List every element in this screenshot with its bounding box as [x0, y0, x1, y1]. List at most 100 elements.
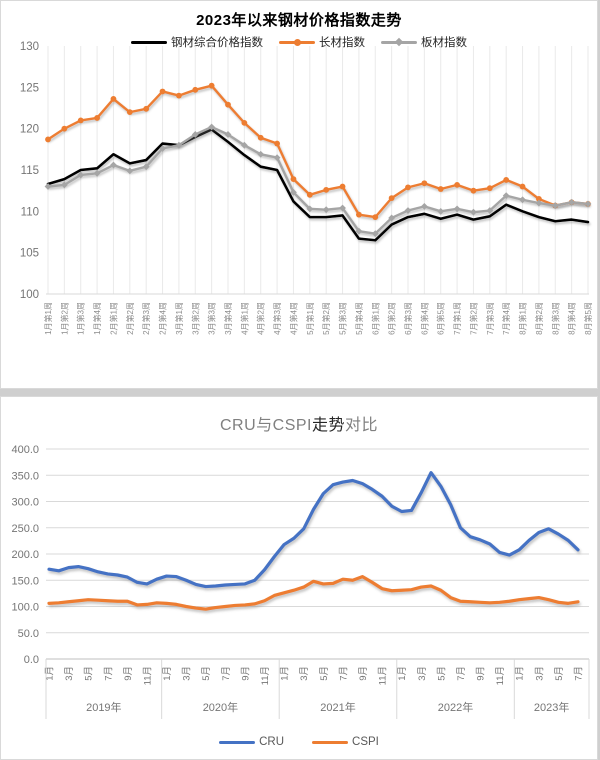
svg-text:5月第2周: 5月第2周 — [321, 302, 331, 335]
legend-item-cspi: CSPI — [312, 736, 379, 748]
svg-text:3月: 3月 — [182, 666, 193, 681]
svg-text:2月第3周: 2月第3周 — [141, 302, 151, 335]
svg-text:8月第1周: 8月第1周 — [518, 302, 528, 335]
svg-text:5月第4周: 5月第4周 — [354, 302, 364, 335]
svg-text:7月: 7月 — [574, 666, 585, 681]
svg-text:5月第1周: 5月第1周 — [305, 302, 315, 335]
svg-text:5月: 5月 — [319, 666, 330, 681]
svg-text:3月: 3月 — [417, 666, 428, 681]
svg-text:9月: 9月 — [240, 666, 251, 681]
legend-item-composite-index: 钢材综合价格指数 — [131, 34, 263, 50]
svg-text:100.0: 100.0 — [11, 602, 39, 614]
svg-text:6月第4周: 6月第4周 — [419, 302, 429, 335]
svg-text:7月第3周: 7月第3周 — [485, 302, 495, 335]
svg-text:2020年: 2020年 — [203, 700, 238, 714]
gray-line-swatch-icon — [381, 37, 417, 47]
bottom-chart-legend: CRU CSPI — [1, 736, 597, 748]
svg-text:3月: 3月 — [64, 666, 75, 681]
svg-text:9月: 9月 — [358, 666, 369, 681]
svg-text:50.0: 50.0 — [18, 628, 39, 640]
title-part: 走势 — [311, 417, 345, 434]
svg-text:8月第5周: 8月第5周 — [583, 302, 593, 335]
cru-cspi-chart: 0.0 50.0 100.0 150.0 200.0 250.0 300.0 350.0 400… — [11, 444, 590, 719]
svg-text:7月第2周: 7月第2周 — [468, 302, 478, 335]
svg-text:9月: 9月 — [476, 666, 487, 681]
svg-text:115: 115 — [21, 165, 39, 177]
legend-label: CSPI — [352, 736, 379, 748]
svg-text:7月第4周: 7月第4周 — [501, 302, 511, 335]
svg-text:3月: 3月 — [534, 666, 545, 681]
legend-label: 钢材综合价格指数 — [171, 37, 263, 49]
svg-text:8月第4周: 8月第4周 — [567, 302, 577, 335]
svg-text:7月: 7月 — [103, 666, 114, 681]
svg-text:7月: 7月 — [456, 666, 467, 681]
svg-text:3月第2周: 3月第2周 — [190, 302, 200, 335]
svg-text:6月第1周: 6月第1周 — [370, 302, 380, 335]
svg-text:1月第4周: 1月第4周 — [92, 302, 102, 335]
title-part: 对比 — [345, 417, 379, 434]
svg-text:120: 120 — [20, 124, 39, 136]
svg-text:105: 105 — [20, 248, 39, 260]
svg-text:2023年: 2023年 — [534, 700, 569, 714]
circle-marker-icon — [293, 38, 301, 46]
svg-text:300.0: 300.0 — [11, 497, 39, 509]
svg-text:5月第3周: 5月第3周 — [338, 302, 348, 335]
svg-text:3月第3周: 3月第3周 — [207, 302, 217, 335]
cru-cspi-panel: CRU与CSPI走势对比 0.0 50.0 100.0 150.0 200.0 250.0… — [0, 396, 598, 760]
svg-text:6月第5周: 6月第5周 — [436, 302, 446, 335]
legend-item-flat-products-index: 板材指数 — [381, 34, 467, 50]
top-chart-legend: 钢材综合价格指数 长材指数 板材指数 — [1, 34, 597, 50]
svg-text:1月: 1月 — [515, 666, 526, 681]
svg-text:4月第3周: 4月第3周 — [272, 302, 282, 335]
svg-text:7月: 7月 — [338, 666, 349, 681]
svg-text:3月: 3月 — [299, 666, 310, 681]
svg-text:400.0: 400.0 — [11, 444, 39, 456]
svg-text:2019年: 2019年 — [86, 700, 121, 714]
svg-text:250.0: 250.0 — [11, 523, 39, 535]
top-chart-title: 2023年以来钢材价格指数走势 — [196, 12, 402, 29]
svg-text:9月: 9月 — [123, 666, 134, 681]
svg-text:7月第1周: 7月第1周 — [452, 302, 462, 335]
svg-text:11月: 11月 — [378, 666, 389, 685]
svg-text:5月: 5月 — [436, 666, 447, 681]
svg-text:2022年: 2022年 — [438, 700, 473, 714]
black-line-swatch-icon — [131, 40, 167, 44]
svg-text:4月第4周: 4月第4周 — [288, 302, 298, 335]
svg-text:4月第2周: 4月第2周 — [256, 302, 266, 335]
svg-text:7月: 7月 — [221, 666, 232, 681]
svg-text:11月: 11月 — [260, 666, 271, 685]
svg-text:2月第4周: 2月第4周 — [158, 302, 168, 335]
steel-price-index-panel: 2023年以来钢材价格指数走势 钢材综合价格指数 长材指数 板材指数 100 10… — [0, 0, 598, 389]
svg-text:130: 130 — [20, 41, 39, 53]
legend-label: 长材指数 — [319, 37, 365, 49]
steel-index-chart: 100 105 110 115 120 125 130 1月第1周 1月第2周 1月第3周 1月第4… — [20, 41, 593, 335]
svg-text:11月: 11月 — [495, 666, 506, 685]
title-part: CRU与CSPI — [219, 417, 312, 434]
svg-text:2021年: 2021年 — [320, 700, 355, 714]
legend-item-long-products-index: 长材指数 — [279, 34, 365, 50]
svg-text:200.0: 200.0 — [11, 549, 39, 561]
svg-text:1月: 1月 — [280, 666, 291, 681]
svg-text:2月第1周: 2月第1周 — [108, 302, 118, 335]
svg-text:1月第1周: 1月第1周 — [43, 302, 53, 335]
orange-line-swatch-icon — [312, 740, 349, 744]
svg-text:125: 125 — [20, 82, 39, 94]
svg-text:1月: 1月 — [162, 666, 173, 681]
svg-text:1月第3周: 1月第3周 — [76, 302, 86, 335]
svg-text:5月: 5月 — [554, 666, 565, 681]
svg-text:6月第3周: 6月第3周 — [403, 302, 413, 335]
svg-text:1月: 1月 — [397, 666, 408, 681]
svg-text:5月: 5月 — [201, 666, 212, 681]
svg-text:8月第2周: 8月第2周 — [534, 302, 544, 335]
svg-text:100: 100 — [20, 289, 39, 301]
svg-text:350.0: 350.0 — [11, 470, 39, 482]
bottom-chart-title: CRU与CSPI走势对比 — [1, 397, 597, 435]
svg-text:5月: 5月 — [84, 666, 95, 681]
svg-text:4月第1周: 4月第1周 — [239, 302, 249, 335]
orange-line-swatch-icon — [279, 38, 315, 46]
svg-text:8月第3周: 8月第3周 — [550, 302, 560, 335]
svg-text:11月: 11月 — [142, 666, 153, 685]
svg-text:110: 110 — [21, 206, 39, 218]
legend-item-cru: CRU — [219, 736, 284, 748]
